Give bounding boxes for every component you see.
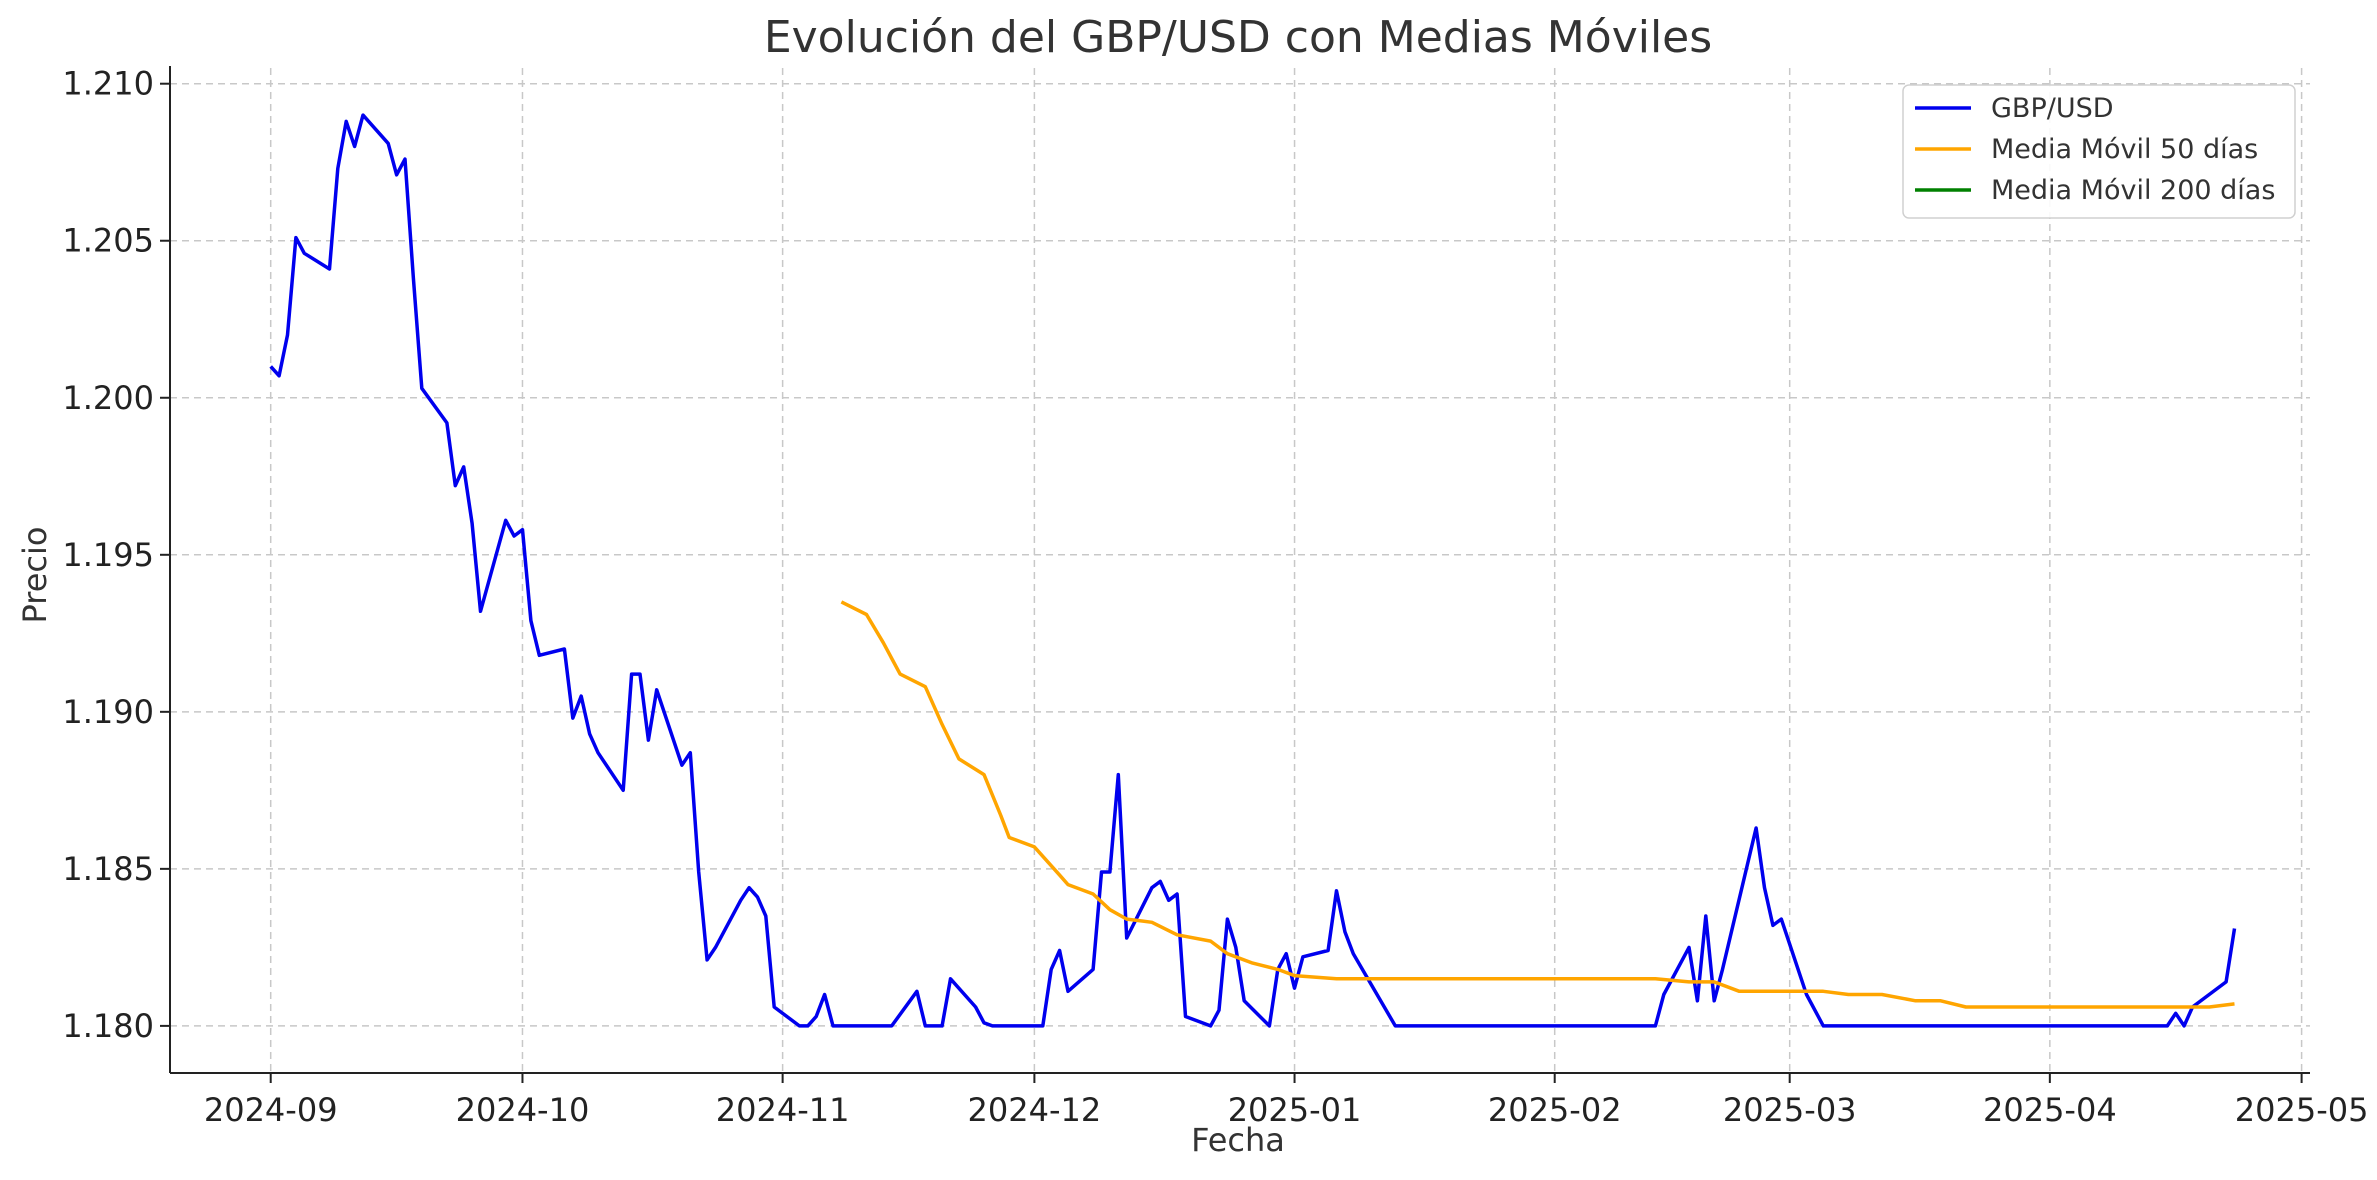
- axes: 2024-09 2024-10 2024-11 2024-12 2025-01 2025-…: [62, 65, 2368, 1129]
- x-tick-label: 2024-11: [716, 1091, 850, 1129]
- legend-box: [1902, 84, 2296, 219]
- y-tick-label: 1.180: [62, 1007, 154, 1045]
- x-tick-label: 2024-12: [968, 1091, 1102, 1129]
- y-tick-label: 1.200: [62, 379, 154, 417]
- series-line-1: [840, 600, 2235, 1009]
- legend-label: Media Móvil 50 días: [1991, 134, 2258, 165]
- y-axis-label: Precio: [16, 527, 54, 624]
- y-tick-label: 1.205: [62, 222, 154, 260]
- x-tick-label: 2024-10: [456, 1091, 590, 1129]
- x-tick-label: 2024-09: [204, 1091, 338, 1129]
- chart-title: Evolución del GBP/USD con Medias Móviles: [764, 12, 1712, 63]
- legend: GBP/USD Media Móvil 50 días Media Móvil 20…: [1902, 84, 2296, 219]
- series-line-0: [269, 113, 2237, 1028]
- legend-label: GBP/USD: [1991, 93, 2114, 124]
- series: [269, 113, 2237, 1028]
- x-tick-label: 2025-04: [1983, 1091, 2117, 1129]
- y-tick-label: 1.190: [62, 693, 154, 731]
- grid: [170, 68, 2310, 1073]
- y-tick-label: 1.195: [62, 536, 154, 574]
- x-axis-label: Fecha: [1191, 1121, 1285, 1159]
- x-tick-label: 2025-02: [1488, 1091, 1622, 1129]
- x-tick-label: 2025-03: [1723, 1091, 1857, 1129]
- legend-label: Media Móvil 200 días: [1991, 175, 2275, 206]
- x-tick-label: 2025-05: [2235, 1091, 2369, 1129]
- x-tick-label: 2025-01: [1228, 1091, 1362, 1129]
- y-tick-label: 1.210: [62, 65, 154, 103]
- y-tick-label: 1.185: [62, 850, 154, 888]
